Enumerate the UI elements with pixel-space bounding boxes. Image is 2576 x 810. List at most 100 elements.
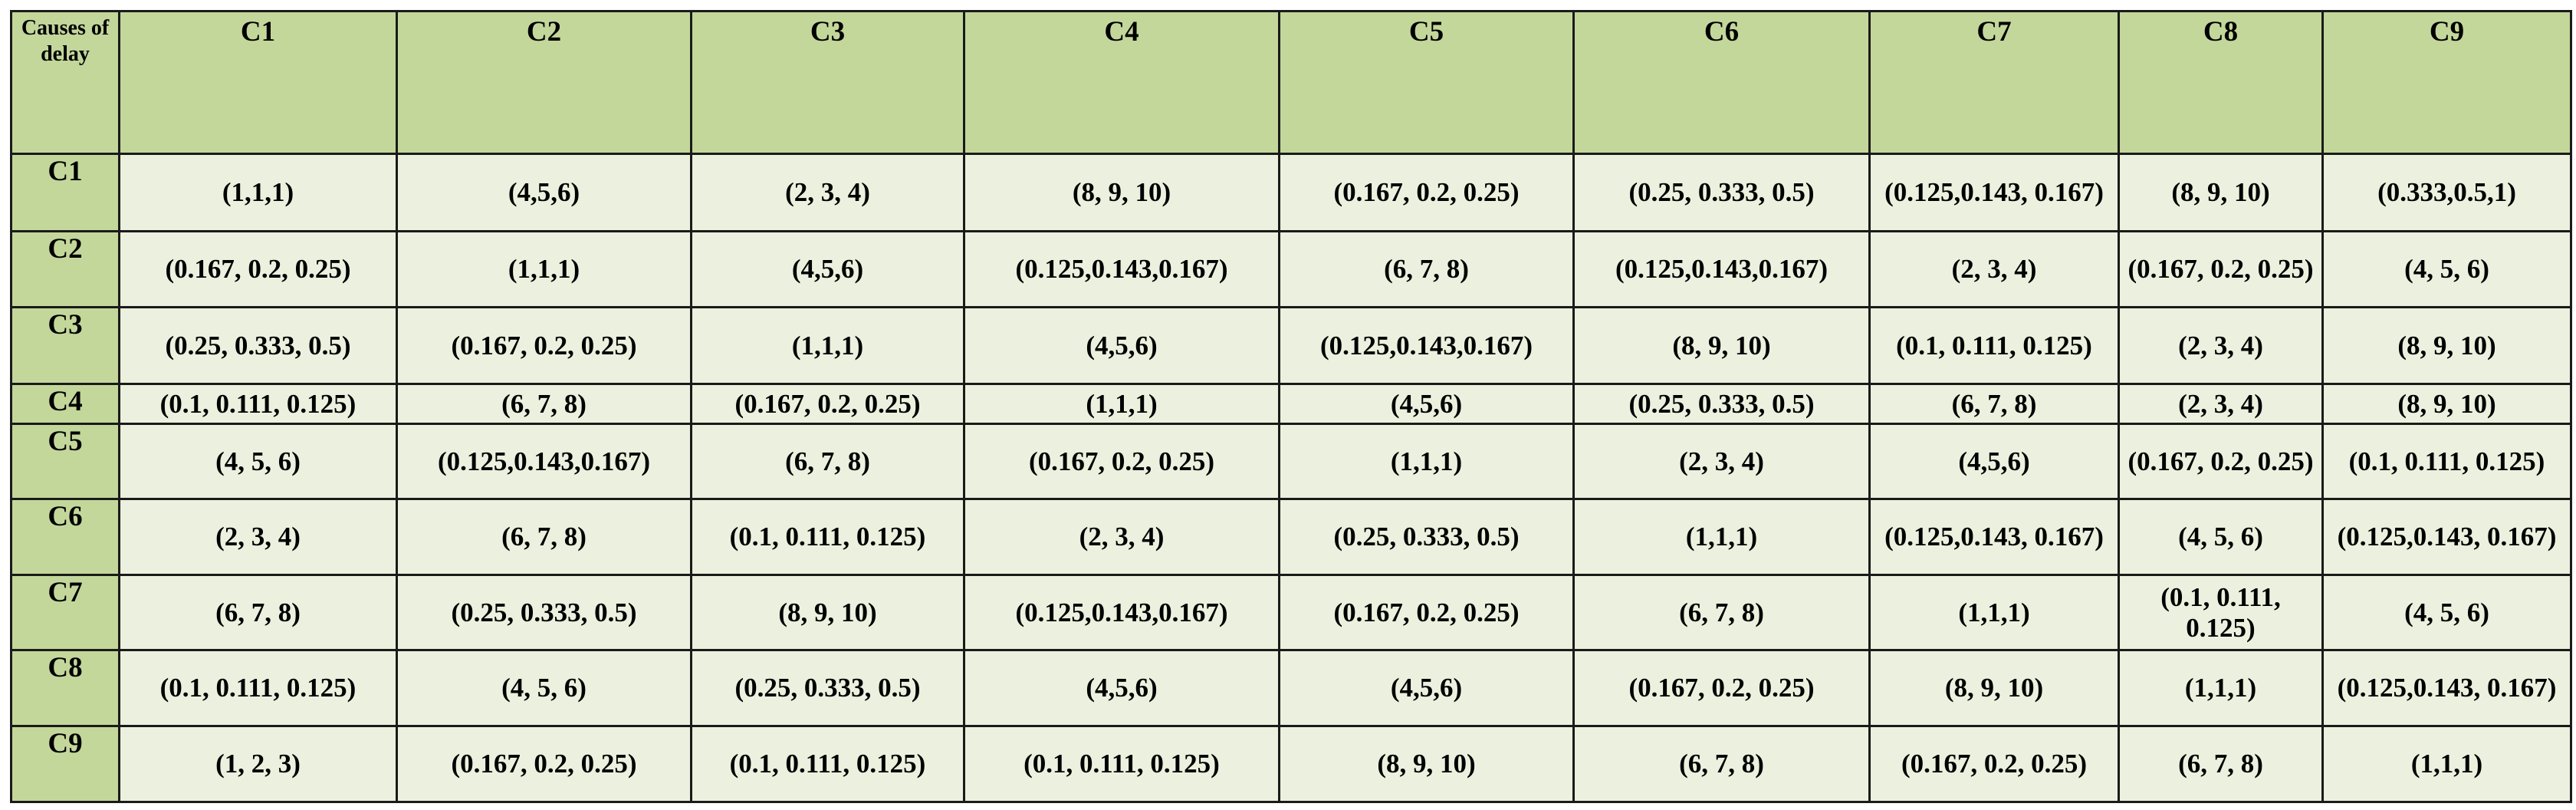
cell: (0.1, 0.111, 0.125) <box>2321 423 2572 500</box>
cell: (4,5,6) <box>1278 383 1575 425</box>
cell: (6, 7, 8) <box>1868 383 2120 425</box>
table-row: C5 (4, 5, 6) (0.125,0.143,0.167) (6, 7, 8)(… <box>10 423 2572 500</box>
cell: (2, 3, 4) <box>1868 230 2120 308</box>
cell: (0.25, 0.333, 0.5) <box>1572 383 1871 425</box>
table-row: C7 (6, 7, 8) (0.25, 0.333, 0.5) (8, 9, 10)(… <box>10 574 2572 651</box>
row-label: C3 <box>10 306 120 385</box>
cell: (4,5,6) <box>690 230 965 308</box>
cell: (0.25, 0.333, 0.5) <box>690 649 965 727</box>
cell: (0.167, 0.2, 0.25) <box>118 230 398 308</box>
column-header: C3 <box>690 10 965 155</box>
cell: (8, 9, 10) <box>963 153 1280 232</box>
column-header: C8 <box>2118 10 2324 155</box>
cell: (0.125,0.143, 0.167) <box>1868 498 2120 576</box>
cell: (0.333,0.5,1) <box>2321 153 2572 232</box>
cell: (0.25, 0.333, 0.5) <box>1572 153 1871 232</box>
cell: (4, 5, 6) <box>2321 574 2572 651</box>
cell: (1,1,1) <box>690 306 965 385</box>
cell: (4, 5, 6) <box>2321 230 2572 308</box>
cell: (1,1,1) <box>118 153 398 232</box>
cell: (2, 3, 4) <box>1572 423 1871 500</box>
cell: (6, 7, 8) <box>1572 574 1871 651</box>
cell: (6, 7, 8) <box>690 423 965 500</box>
cell: (1,1,1) <box>1868 574 2120 651</box>
cell: (1, 2, 3) <box>118 725 398 803</box>
cell: (0.125,0.143, 0.167) <box>2321 498 2572 576</box>
cell: (2, 3, 4) <box>963 498 1280 576</box>
cell: (0.125,0.143, 0.167) <box>2321 649 2572 727</box>
cell: (8, 9, 10) <box>2321 306 2572 385</box>
cell: (1,1,1) <box>1278 423 1575 500</box>
cell: (0.167, 0.2, 0.25) <box>963 423 1280 500</box>
row-label: C6 <box>10 498 120 576</box>
cell: (0.25, 0.333, 0.5) <box>396 574 692 651</box>
table-row: C2 (0.167, 0.2, 0.25) (1,1,1) (4,5,6) (0.125… <box>10 230 2572 308</box>
row-label: C1 <box>10 153 120 232</box>
cell: (4,5,6) <box>963 649 1280 727</box>
column-header: C7 <box>1868 10 2120 155</box>
cell: (4, 5, 6) <box>2118 498 2324 576</box>
cell: (8, 9, 10) <box>690 574 965 651</box>
cell: (0.125,0.143,0.167) <box>963 230 1280 308</box>
cell: (0.1, 0.111, 0.125) <box>1868 306 2120 385</box>
cell: (1,1,1) <box>2118 649 2324 727</box>
cell: (2, 3, 4) <box>2118 383 2324 425</box>
cell: (0.167, 0.2, 0.25) <box>1868 725 2120 803</box>
table-row: C6 (2, 3, 4) (6, 7, 8) (0.1, 0.111, 0.125)(… <box>10 498 2572 576</box>
comparison-table: Causes of delay C1 C2 C3 C4 C5 C6 C7 C8 C9 C1 (1,1… <box>10 10 2572 803</box>
column-header: C6 <box>1572 10 1871 155</box>
cell: (4,5,6) <box>963 306 1280 385</box>
cell: (0.125,0.143,0.167) <box>396 423 692 500</box>
cell: (4,5,6) <box>1278 649 1575 727</box>
cell: (6, 7, 8) <box>118 574 398 651</box>
cell: (6, 7, 8) <box>1572 725 1871 803</box>
cell: (8, 9, 10) <box>2118 153 2324 232</box>
table-row: C1 (1,1,1) (4,5,6) (2, 3, 4) (8, 9, 10) (0.16… <box>10 153 2572 232</box>
row-label: C8 <box>10 649 120 727</box>
cell: (0.125,0.143, 0.167) <box>1868 153 2120 232</box>
cell: (0.167, 0.2, 0.25) <box>396 306 692 385</box>
column-header: C1 <box>118 10 398 155</box>
cell: (2, 3, 4) <box>690 153 965 232</box>
cell: (0.1, 0.111, 0.125) <box>118 383 398 425</box>
cell: (8, 9, 10) <box>1572 306 1871 385</box>
cell: (6, 7, 8) <box>396 498 692 576</box>
table-row: C4 (0.1, 0.111, 0.125) (6, 7, 8) (0.167, 0.… <box>10 383 2572 425</box>
cell: (1,1,1) <box>396 230 692 308</box>
cell: (1,1,1) <box>963 383 1280 425</box>
cell: (0.167, 0.2, 0.25) <box>1278 574 1575 651</box>
row-label: C2 <box>10 230 120 308</box>
column-header: C4 <box>963 10 1280 155</box>
row-label: C7 <box>10 574 120 651</box>
cell: (0.1, 0.111, 0.125) <box>2118 574 2324 651</box>
cell: (8, 9, 10) <box>1278 725 1575 803</box>
column-header: C9 <box>2321 10 2572 155</box>
cell: (4, 5, 6) <box>396 649 692 727</box>
cell: (0.25, 0.333, 0.5) <box>118 306 398 385</box>
cell: (0.1, 0.111, 0.125) <box>118 649 398 727</box>
cell: (4,5,6) <box>1868 423 2120 500</box>
cell: (1,1,1) <box>1572 498 1871 576</box>
cell: (2, 3, 4) <box>118 498 398 576</box>
cell: (0.167, 0.2, 0.25) <box>1278 153 1575 232</box>
corner-header: Causes of delay <box>10 10 120 155</box>
cell: (0.125,0.143,0.167) <box>963 574 1280 651</box>
cell: (0.167, 0.2, 0.25) <box>2118 230 2324 308</box>
column-header: C5 <box>1278 10 1575 155</box>
cell: (4,5,6) <box>396 153 692 232</box>
cell: (4, 5, 6) <box>118 423 398 500</box>
cell: (0.167, 0.2, 0.25) <box>1572 649 1871 727</box>
cell: (8, 9, 10) <box>2321 383 2572 425</box>
cell: (0.167, 0.2, 0.25) <box>396 725 692 803</box>
cell: (0.125,0.143,0.167) <box>1572 230 1871 308</box>
cell: (0.167, 0.2, 0.25) <box>690 383 965 425</box>
cell: (8, 9, 10) <box>1868 649 2120 727</box>
table-row: C8 (0.1, 0.111, 0.125) (4, 5, 6) (0.25, 0.3… <box>10 649 2572 727</box>
table-row: C3 (0.25, 0.333, 0.5) (0.167, 0.2, 0.25) (1… <box>10 306 2572 385</box>
column-header: C2 <box>396 10 692 155</box>
header-row: Causes of delay C1 C2 C3 C4 C5 C6 C7 C8 C9 <box>10 10 2572 155</box>
row-label: C5 <box>10 423 120 500</box>
cell: (0.1, 0.111, 0.125) <box>963 725 1280 803</box>
cell: (0.1, 0.111, 0.125) <box>690 725 965 803</box>
